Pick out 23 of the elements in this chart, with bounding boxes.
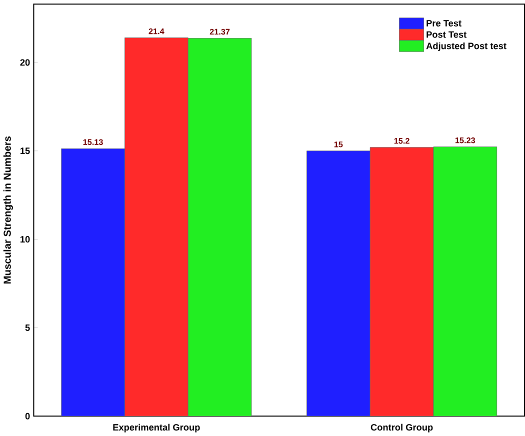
y-tick-label: 0 xyxy=(25,413,30,420)
bar xyxy=(188,38,252,416)
legend-label: Adjusted Post test xyxy=(426,42,506,52)
data-label: 21.4 xyxy=(148,28,164,34)
bar xyxy=(124,38,188,416)
x-tick-label: Experimental Group xyxy=(113,424,200,432)
x-tick-label: Control Group xyxy=(370,424,433,432)
y-tick-label: 15 xyxy=(20,148,30,154)
bar xyxy=(61,148,125,416)
y-tick-label: 20 xyxy=(20,59,30,66)
bar xyxy=(306,150,370,416)
legend-label: Post Test xyxy=(426,31,467,38)
data-label: 21.37 xyxy=(210,28,230,35)
y-tick-label: 10 xyxy=(20,236,30,243)
data-label: 15 xyxy=(334,142,343,148)
bar xyxy=(433,146,498,416)
bar xyxy=(370,147,434,416)
data-label: 15.23 xyxy=(455,138,476,144)
legend-label: Pre Test xyxy=(426,20,462,27)
y-axis-title: Muscular Strength in Numbers xyxy=(3,136,13,284)
data-label: 15.2 xyxy=(394,138,410,144)
y-tick-label: 5 xyxy=(25,324,30,332)
data-label: 15.13 xyxy=(83,139,103,146)
